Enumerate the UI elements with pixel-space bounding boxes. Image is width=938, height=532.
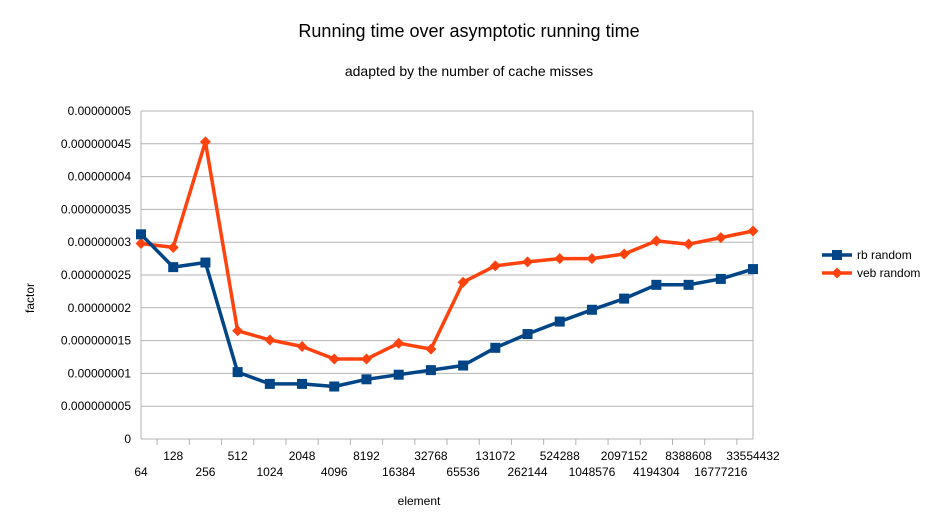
data-point [232,367,243,378]
data-point [200,257,211,268]
chart-title: Running time over asymptotic running tim… [298,21,639,41]
y-tick-label: 0.00000001 [68,366,132,380]
y-tick-label: 0.00000004 [68,170,132,184]
x-tick-label: 512 [228,449,248,463]
legend: rb random veb random [822,248,920,280]
data-point [554,253,566,265]
data-point [586,304,597,315]
data-point [715,232,727,244]
x-tick-label: 524288 [540,449,580,463]
data-point [264,334,276,346]
data-point [297,378,308,389]
series-veb-random [135,136,759,365]
x-tick-label: 65536 [446,465,480,479]
data-point [458,360,469,371]
x-tick-label: 2097152 [601,449,648,463]
y-axis-title: factor [23,283,37,313]
data-point [136,229,146,240]
data-point [296,341,308,353]
data-point [522,329,533,340]
x-tick-label: 64 [134,465,148,479]
series-line [139,232,755,389]
series-line [139,140,755,361]
legend-label: rb random [857,248,912,262]
data-point [135,238,147,250]
chart-subtitle: adapted by the number of cache misses [345,63,593,79]
legend-item: veb random [822,266,920,280]
data-point [490,342,501,353]
data-point [747,225,759,237]
x-tick-label: 33554432 [726,449,780,463]
series-rb-random [136,229,758,392]
x-tick-label: 128 [163,449,183,463]
x-tick-label: 4194304 [633,465,680,479]
data-point [651,279,662,290]
data-point [522,256,534,268]
data-point [167,241,179,253]
data-point [650,235,662,247]
data-point [232,325,244,337]
data-point [554,316,565,327]
data-point [425,343,437,355]
data-point [361,374,372,385]
y-tick-label: 0.000000035 [61,202,131,216]
data-point [393,337,405,349]
y-tick-label: 0.00000005 [68,104,132,118]
y-tick-label: 0.000000025 [61,268,131,282]
data-point [457,276,469,288]
x-tick-label: 262144 [508,465,548,479]
y-tick-label: 0 [124,432,131,446]
data-point [619,293,630,304]
x-tick-label: 32768 [414,449,448,463]
data-point [168,262,179,273]
data-point [328,353,340,365]
series-lines [135,136,759,392]
data-point [329,381,340,392]
legend-label: veb random [857,266,920,280]
data-point [360,353,372,365]
data-point [715,273,726,284]
data-point [618,248,630,260]
x-tick-label: 2048 [289,449,316,463]
data-point [199,136,211,148]
data-point [586,253,598,265]
x-tick-label: 8388608 [665,449,712,463]
data-point [489,260,501,272]
x-tick-label: 16384 [382,465,416,479]
data-point [683,238,695,250]
y-tick-label: 0.000000015 [61,334,131,348]
x-tick-label: 131072 [475,449,515,463]
x-tick-label: 1048576 [569,465,616,479]
axes [140,111,754,445]
x-tick-label: 4096 [321,465,348,479]
legend-item: rb random [822,248,912,262]
y-tick-label: 0.00000003 [68,235,132,249]
data-point [425,365,436,376]
data-point [748,264,758,275]
x-tick-label: 1024 [256,465,283,479]
y-tick-labels: 0 0.000000005 0.00000001 0.000000015 0.00000… [61,104,131,446]
x-tick-label: 256 [195,465,215,479]
x-tick-label: 16777216 [694,465,748,479]
data-point [683,279,694,290]
data-point [393,369,404,380]
y-tick-label: 0.00000002 [68,301,132,315]
y-tick-label: 0.000000045 [61,137,131,151]
x-tick-label: 8192 [353,449,380,463]
legend-marker [832,250,842,260]
legend-marker [831,267,843,279]
x-axis-title: element [398,494,441,508]
data-point [264,378,275,389]
y-tick-label: 0.000000005 [61,399,131,413]
